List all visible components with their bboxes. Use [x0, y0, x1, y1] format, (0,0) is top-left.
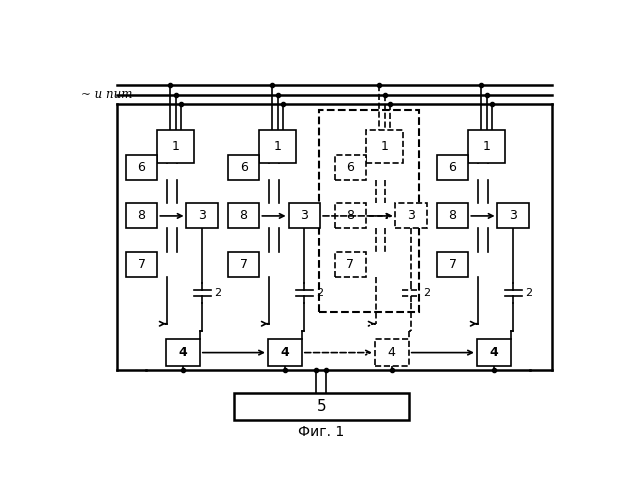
Bar [335, 252, 366, 276]
Bar [260, 130, 296, 163]
Text: 7: 7 [137, 258, 145, 270]
Text: Фиг. 1: Фиг. 1 [298, 425, 344, 439]
Bar [477, 339, 511, 366]
Text: 5: 5 [317, 399, 326, 414]
Bar [335, 204, 366, 229]
Bar [335, 156, 366, 180]
Bar [396, 204, 427, 229]
Bar [319, 110, 419, 312]
Text: 2: 2 [214, 288, 221, 298]
Text: 7: 7 [448, 258, 456, 270]
Text: 8: 8 [137, 210, 145, 222]
Bar [437, 204, 468, 229]
Bar [375, 339, 409, 366]
Text: 4: 4 [490, 346, 498, 359]
Text: 1: 1 [381, 140, 389, 153]
Text: 4: 4 [179, 346, 187, 359]
Text: 2: 2 [423, 288, 431, 298]
Text: 3: 3 [300, 210, 308, 222]
Bar [166, 339, 200, 366]
Text: 6: 6 [240, 162, 248, 174]
Text: 4: 4 [280, 346, 289, 359]
Text: 3: 3 [408, 210, 415, 222]
Bar [126, 156, 157, 180]
Text: 3: 3 [509, 210, 517, 222]
Text: 6: 6 [137, 162, 145, 174]
Bar [228, 252, 260, 276]
Text: 3: 3 [198, 210, 206, 222]
Text: 8: 8 [347, 210, 354, 222]
Text: 7: 7 [347, 258, 354, 270]
Bar [234, 393, 409, 420]
Text: 6: 6 [448, 162, 456, 174]
Bar [497, 204, 529, 229]
Bar [366, 130, 403, 163]
Text: ~ u пит: ~ u пит [81, 88, 132, 101]
Bar [126, 204, 157, 229]
Text: 1: 1 [273, 140, 282, 153]
Text: 2: 2 [317, 288, 324, 298]
Text: 2: 2 [525, 288, 532, 298]
Text: 6: 6 [347, 162, 354, 174]
Bar [288, 204, 320, 229]
Bar [228, 156, 260, 180]
Bar [157, 130, 194, 163]
Text: 1: 1 [483, 140, 490, 153]
Text: 4: 4 [388, 346, 396, 359]
Text: 8: 8 [240, 210, 248, 222]
Bar [437, 156, 468, 180]
Text: 8: 8 [448, 210, 456, 222]
Text: 7: 7 [240, 258, 248, 270]
Bar [186, 204, 218, 229]
Bar [126, 252, 157, 276]
Bar [268, 339, 302, 366]
Bar [228, 204, 260, 229]
Text: 1: 1 [172, 140, 179, 153]
Bar [468, 130, 505, 163]
Bar [437, 252, 468, 276]
